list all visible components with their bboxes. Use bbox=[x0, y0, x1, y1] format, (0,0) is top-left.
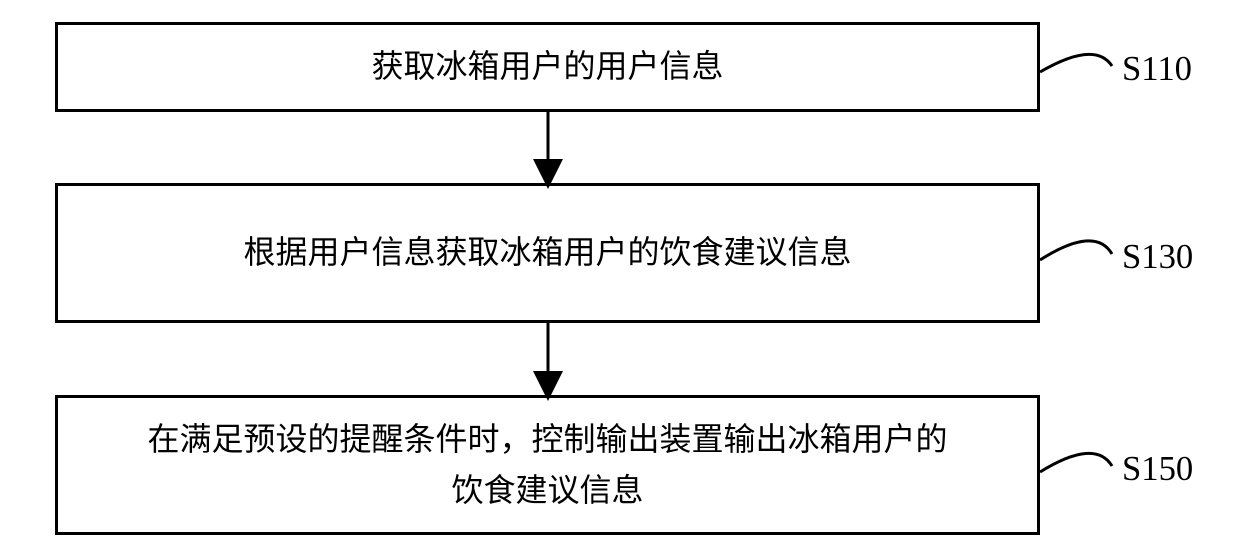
label-callout-curves bbox=[1040, 54, 1112, 472]
flow-step-s110: 获取冰箱用户的用户信息 bbox=[55, 22, 1040, 112]
flow-step-s150: 在满足预设的提醒条件时，控制输出装置输出冰箱用户的 饮食建议信息 bbox=[55, 395, 1040, 535]
flow-step-s130-text: 根据用户信息获取冰箱用户的饮食建议信息 bbox=[243, 227, 851, 278]
flow-step-s150-label: S150 bbox=[1122, 450, 1193, 489]
flow-step-s110-label: S110 bbox=[1122, 50, 1192, 89]
flowchart-canvas: 获取冰箱用户的用户信息 S110 根据用户信息获取冰箱用户的饮食建议信息 S13… bbox=[0, 0, 1239, 559]
flow-step-s130: 根据用户信息获取冰箱用户的饮食建议信息 bbox=[55, 183, 1040, 323]
flow-step-s150-line2: 饮食建议信息 bbox=[451, 465, 643, 516]
flow-step-s150-line1: 在满足预设的提醒条件时，控制输出装置输出冰箱用户的 bbox=[147, 414, 947, 465]
flow-step-s110-text: 获取冰箱用户的用户信息 bbox=[371, 41, 723, 92]
flow-step-s130-label: S130 bbox=[1122, 238, 1193, 277]
